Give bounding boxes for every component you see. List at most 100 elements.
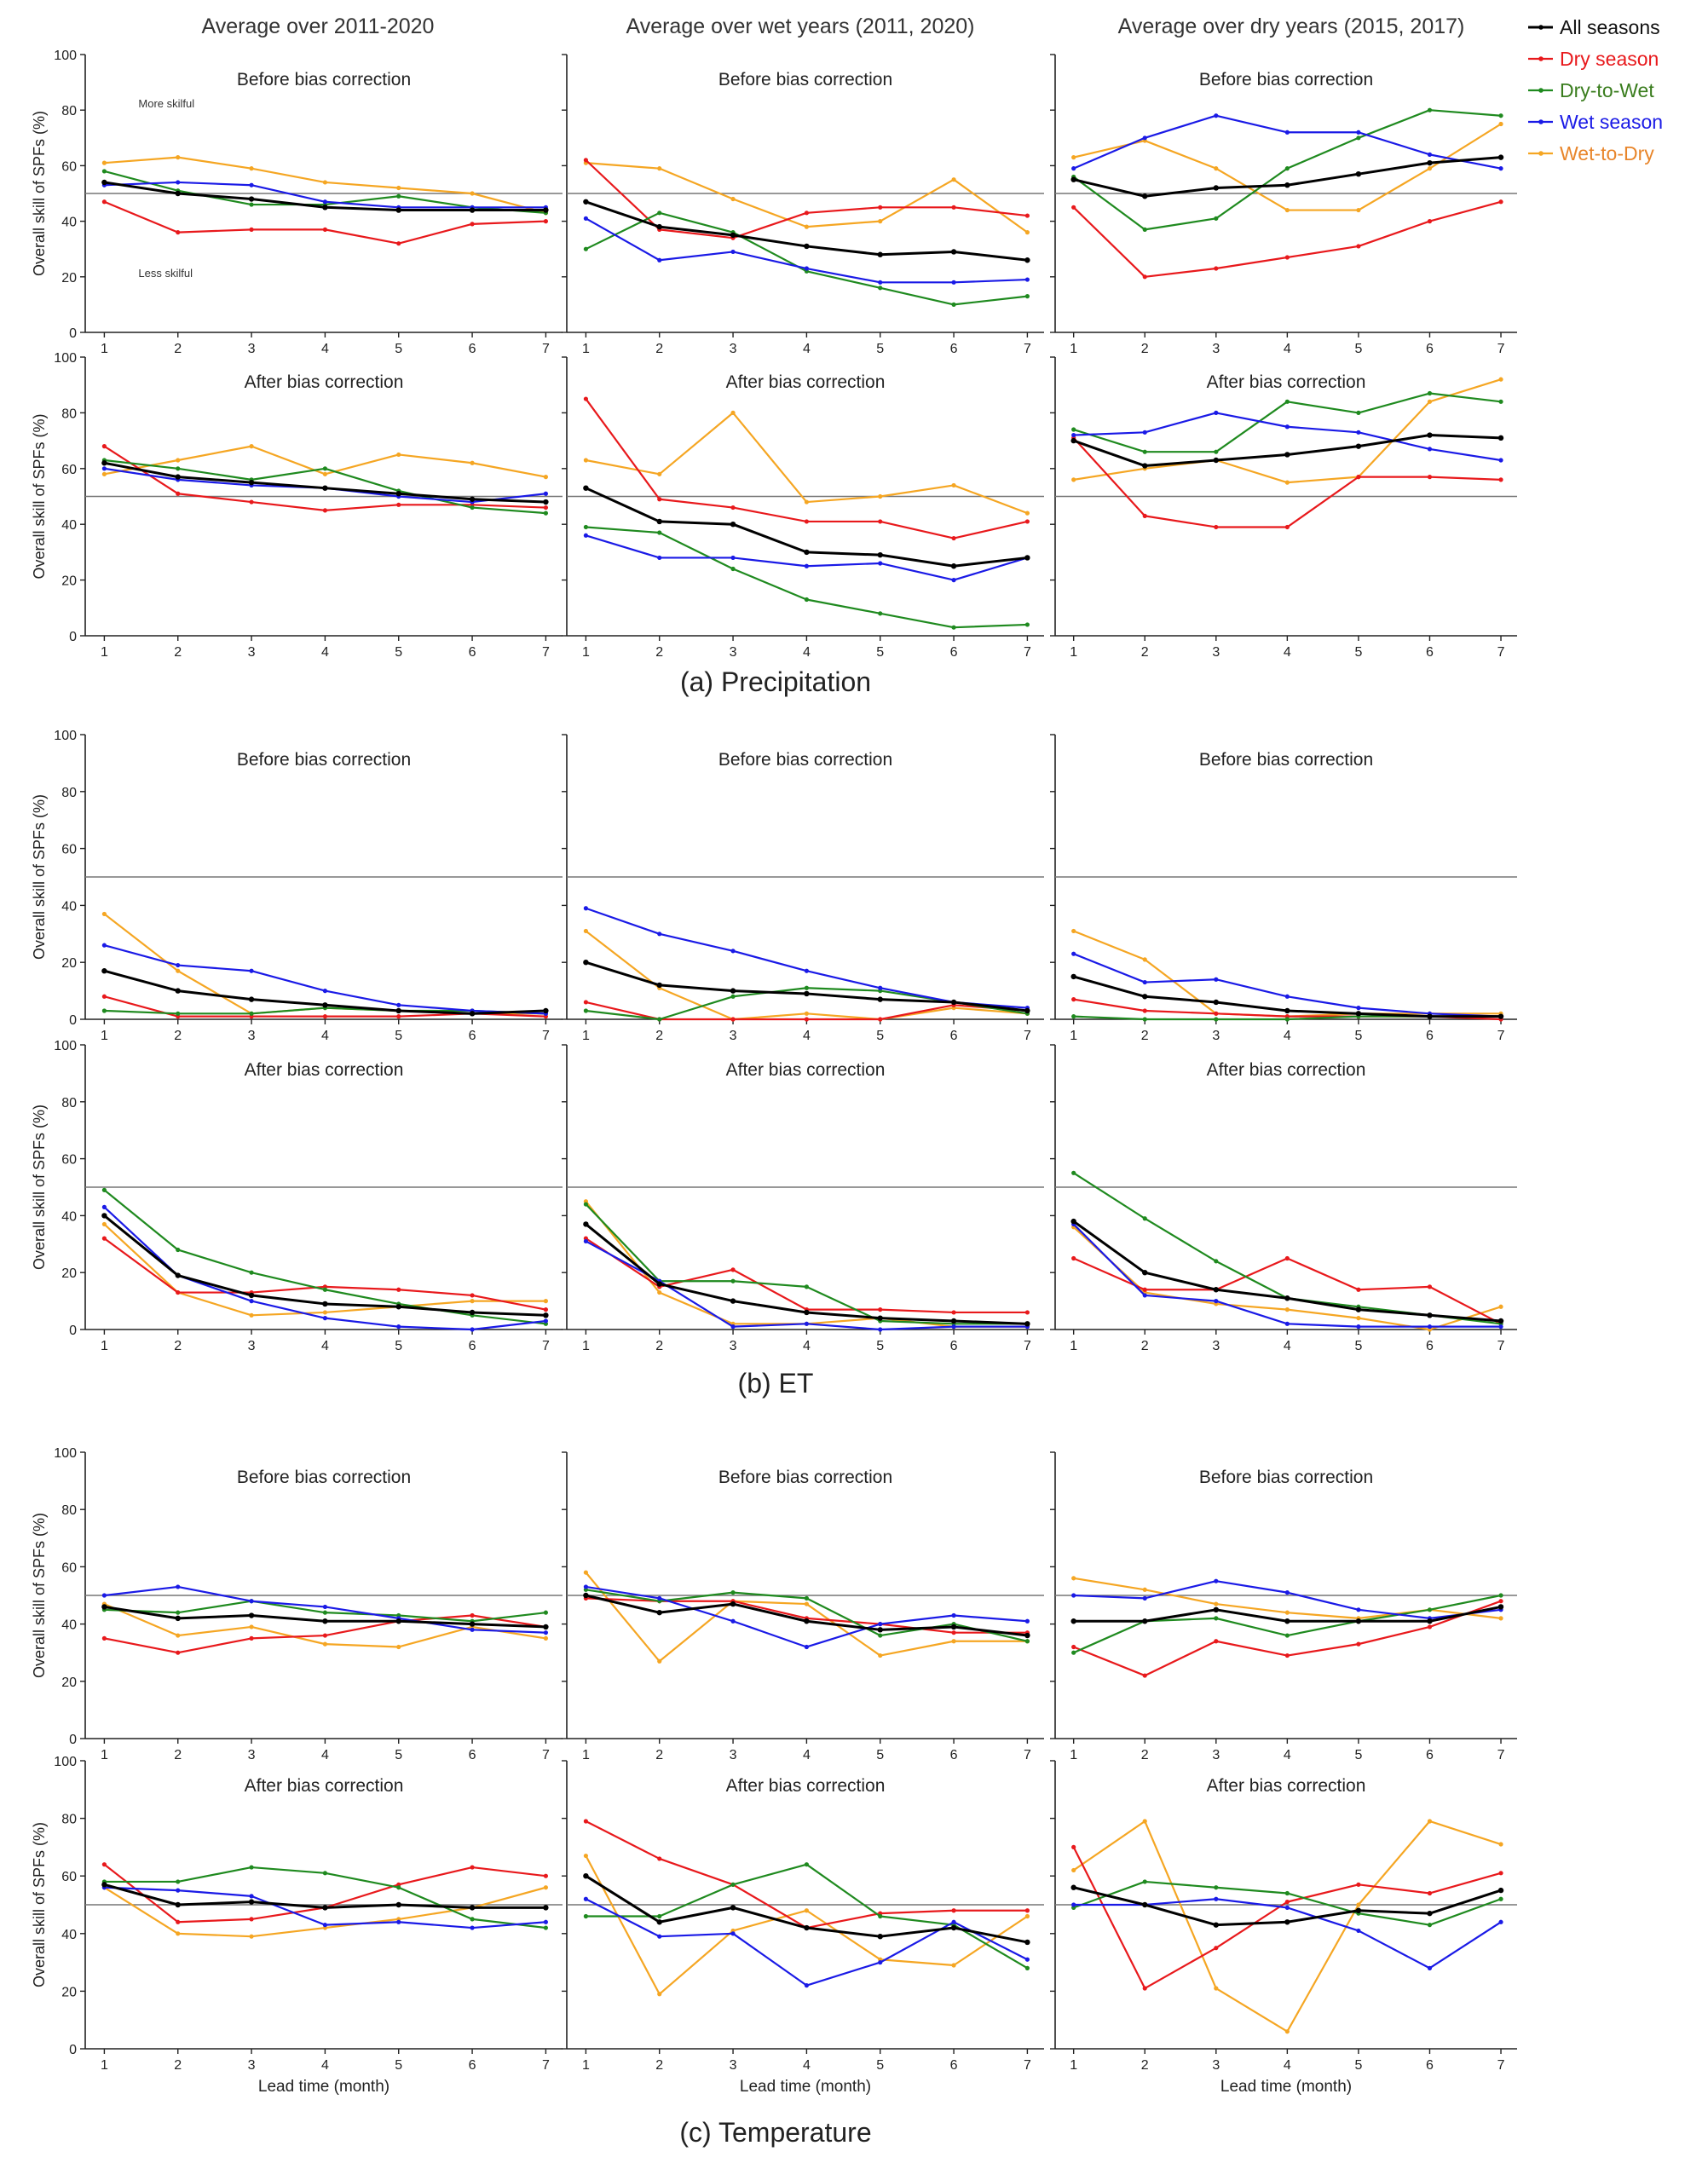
data-point <box>248 1899 255 1905</box>
x-tick-label: 6 <box>1426 1339 1434 1353</box>
y-axis-label: Overall skill of SPFs (%) <box>31 111 48 276</box>
data-point <box>101 179 107 186</box>
data-point <box>583 485 589 491</box>
data-point <box>730 555 736 561</box>
data-point <box>730 1298 736 1304</box>
data-point <box>878 1960 883 1965</box>
x-tick-label: 5 <box>395 645 402 660</box>
data-point <box>804 1983 810 1988</box>
x-tick-label: 6 <box>1426 1029 1434 1043</box>
y-tick-label: 80 <box>61 104 77 118</box>
data-point <box>248 1612 255 1618</box>
data-point <box>101 1593 107 1598</box>
data-point <box>396 1014 401 1019</box>
series-line-all-seasons <box>585 200 1028 262</box>
data-point <box>543 491 549 496</box>
data-point <box>1142 957 1147 962</box>
x-tick-label: 7 <box>542 342 550 356</box>
data-point <box>543 1635 549 1641</box>
series-line-dry-season <box>586 1001 1028 1021</box>
data-point <box>1071 205 1076 210</box>
data-point <box>1071 1014 1076 1019</box>
x-tick-label: 6 <box>1426 2058 1434 2073</box>
y-tick-label: 80 <box>61 1813 77 1827</box>
data-point <box>1284 524 1290 530</box>
x-tick-label: 4 <box>1284 1029 1291 1043</box>
data-point <box>396 1287 401 1292</box>
data-point <box>583 960 589 966</box>
x-tick-label: 6 <box>950 342 958 356</box>
data-point <box>1142 513 1147 518</box>
legend-label: Dry season <box>1560 48 1659 70</box>
x-tick-label: 1 <box>101 342 108 356</box>
data-point <box>1356 1641 1361 1647</box>
data-point <box>1213 999 1219 1006</box>
x-tick-label: 2 <box>655 1339 663 1353</box>
data-point <box>1427 1910 1433 1917</box>
panel-title: Before bias correction <box>1199 1468 1373 1487</box>
data-point <box>1142 1595 1147 1601</box>
data-point <box>470 1293 475 1298</box>
panel-title: Before bias correction <box>718 70 892 89</box>
data-point <box>657 1992 662 1997</box>
x-tick-label: 4 <box>803 1029 811 1043</box>
data-point <box>175 190 181 197</box>
y-tick-label: 0 <box>69 1013 77 1028</box>
data-point <box>1497 1318 1504 1324</box>
data-point <box>656 1281 662 1287</box>
x-axis-label: Lead time (month) <box>1220 2078 1352 2096</box>
data-point <box>1024 277 1030 282</box>
data-point <box>1142 1216 1147 1221</box>
data-point <box>877 251 883 257</box>
x-tick-label: 7 <box>542 1029 550 1043</box>
panel-10: 0 20 40 60 80 100 1 2 3 4 5 6 7 After bias correction… <box>31 1039 563 1353</box>
data-point <box>1142 1293 1147 1298</box>
x-tick-label: 3 <box>1212 1748 1220 1762</box>
data-point <box>1498 166 1503 171</box>
data-point <box>396 1644 401 1650</box>
data-point <box>470 460 475 465</box>
data-point <box>543 1630 549 1635</box>
data-point <box>543 1007 549 1014</box>
data-point <box>657 555 662 561</box>
data-point <box>248 996 255 1002</box>
series-line-dry-season <box>1072 1846 1502 1990</box>
y-tick-label: 80 <box>61 407 77 421</box>
data-point <box>950 1624 957 1630</box>
data-point <box>101 1635 107 1641</box>
data-point <box>396 1919 401 1924</box>
data-point <box>1070 1218 1076 1225</box>
data-point <box>101 1882 107 1888</box>
legend-marker <box>1538 56 1544 61</box>
x-tick-label: 1 <box>101 2058 108 2073</box>
data-point <box>1284 480 1290 485</box>
data-point <box>322 466 327 471</box>
data-point <box>730 1618 736 1624</box>
data-point <box>176 968 181 973</box>
data-point <box>1284 130 1290 135</box>
data-point <box>176 458 181 463</box>
data-point <box>951 302 956 307</box>
data-point <box>175 1272 181 1278</box>
x-tick-label: 7 <box>1024 1029 1031 1043</box>
data-point <box>176 491 181 496</box>
data-point <box>951 1324 956 1330</box>
data-point <box>176 1633 181 1638</box>
data-point <box>249 1934 254 1939</box>
data-point <box>1356 130 1361 135</box>
data-point <box>804 1644 810 1650</box>
data-point <box>657 1913 662 1919</box>
data-point <box>730 1601 736 1607</box>
data-point <box>1070 176 1076 182</box>
data-point <box>1498 1616 1503 1621</box>
data-point <box>1214 1259 1219 1264</box>
data-point <box>1071 1170 1076 1175</box>
data-point <box>951 205 956 210</box>
y-axis-label: Overall skill of SPFs (%) <box>31 1513 48 1678</box>
data-point <box>322 989 327 994</box>
data-point <box>1498 477 1503 482</box>
data-point <box>1498 1324 1503 1330</box>
data-point <box>951 625 956 630</box>
panel-title: After bias correction <box>1207 1776 1366 1796</box>
data-point <box>804 1924 810 1931</box>
